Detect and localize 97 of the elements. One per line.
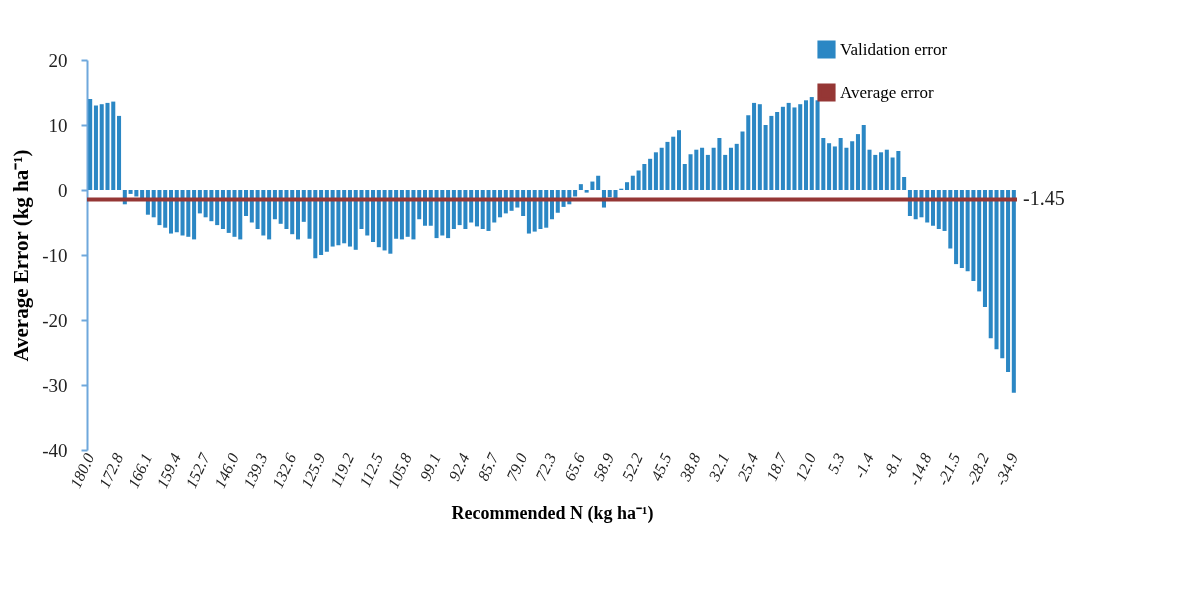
bar <box>902 177 907 190</box>
bar <box>879 152 884 190</box>
bar <box>446 190 451 239</box>
x-tick-label: 12.0 <box>791 450 820 484</box>
bar <box>832 146 837 190</box>
x-tick-label: 25.4 <box>734 450 762 484</box>
y-tick-label: -30 <box>42 374 68 396</box>
bar <box>884 149 889 190</box>
x-tick-label: 172.8 <box>95 450 127 491</box>
bar <box>671 136 676 190</box>
x-tick-label: 5.3 <box>824 450 848 477</box>
y-tick-label: -20 <box>42 309 68 331</box>
bar <box>752 102 757 190</box>
bar <box>319 190 324 255</box>
bar <box>982 190 987 307</box>
bar <box>1006 190 1011 372</box>
bar <box>705 154 710 190</box>
bar <box>780 106 785 190</box>
legend-label: Average error <box>840 82 934 102</box>
x-tick-label: 92.4 <box>445 450 473 484</box>
x-tick-label: -34.9 <box>991 450 1022 489</box>
bar <box>93 105 98 190</box>
y-tick-label: -40 <box>42 439 68 461</box>
bar <box>324 190 329 252</box>
bar <box>192 190 197 240</box>
x-tick-label: 79.0 <box>503 450 531 484</box>
bar <box>267 190 272 240</box>
x-tick-label: 72.3 <box>532 450 560 484</box>
bar <box>728 147 733 190</box>
x-tick-label: 38.8 <box>675 450 704 485</box>
x-axis-title: Recommended N (kg ha⁻¹) <box>451 502 654 524</box>
bar <box>700 147 705 190</box>
x-tick-label: -8.1 <box>879 450 906 481</box>
bar <box>798 104 803 190</box>
bar <box>376 190 381 248</box>
x-tick-label: 18.7 <box>762 449 791 484</box>
y-tick-label: 10 <box>48 114 68 136</box>
y-tick-label: -10 <box>42 244 68 266</box>
x-tick-label: 52.2 <box>618 450 646 484</box>
bar <box>625 182 630 190</box>
bar <box>630 175 635 190</box>
bar <box>855 134 860 190</box>
bar <box>723 154 728 190</box>
bar <box>648 158 653 190</box>
bar <box>117 115 122 190</box>
x-tick-label: 152.7 <box>182 449 214 491</box>
x-tick-label: 180.0 <box>66 450 98 491</box>
x-tick-label: 99.1 <box>416 450 444 484</box>
x-tick-label: 58.9 <box>589 450 617 484</box>
bar <box>653 152 658 190</box>
x-tick-label: 65.6 <box>560 450 589 484</box>
y-tick-label: 0 <box>58 179 68 201</box>
text: -1.45 <box>1023 187 1065 210</box>
bar <box>573 190 578 197</box>
bar <box>827 143 832 190</box>
x-tick-label: 159.4 <box>153 450 185 491</box>
x-tick-label: 119.2 <box>327 450 358 490</box>
x-tick-label: -21.5 <box>933 450 964 489</box>
bar <box>959 190 964 268</box>
bar <box>578 184 583 190</box>
x-tick-label: -28.2 <box>962 450 993 489</box>
bar <box>295 190 301 240</box>
bar <box>590 181 595 190</box>
x-tick-label: 105.8 <box>384 450 415 491</box>
bar <box>399 190 404 240</box>
x-tick-label: 146.0 <box>211 450 242 491</box>
y-tick-label: 20 <box>48 49 68 71</box>
x-tick-label: 45.5 <box>647 450 675 484</box>
bar <box>977 190 982 292</box>
x-tick-label: -1.4 <box>850 450 877 481</box>
bar <box>596 175 601 190</box>
bar <box>371 190 376 242</box>
bar <box>88 99 93 190</box>
bar <box>1011 190 1016 393</box>
x-tick-label: 125.9 <box>297 450 329 491</box>
x-tick-label: 85.7 <box>474 449 502 484</box>
bar <box>347 190 352 247</box>
bar <box>676 130 682 190</box>
x-tick-label: 132.6 <box>268 450 300 491</box>
bar <box>809 97 814 190</box>
x-tick-label: 112.5 <box>355 450 387 490</box>
bar <box>168 190 174 234</box>
legend-label: Validation error <box>840 39 948 59</box>
x-tick-label: 166.1 <box>124 450 156 491</box>
bar <box>584 190 589 193</box>
bar <box>803 100 809 190</box>
x-tick-label: -14.8 <box>904 450 935 489</box>
bar <box>682 164 687 190</box>
bar <box>342 190 347 244</box>
bar <box>954 190 959 265</box>
x-tick-label: 32.1 <box>704 450 733 485</box>
bar <box>757 104 762 190</box>
bar <box>775 112 780 190</box>
bar <box>394 190 399 239</box>
bar <box>850 141 855 190</box>
x-tick-label: 139.3 <box>239 450 271 491</box>
y-axis-title: Average Error (kg ha⁻¹) <box>9 149 34 362</box>
